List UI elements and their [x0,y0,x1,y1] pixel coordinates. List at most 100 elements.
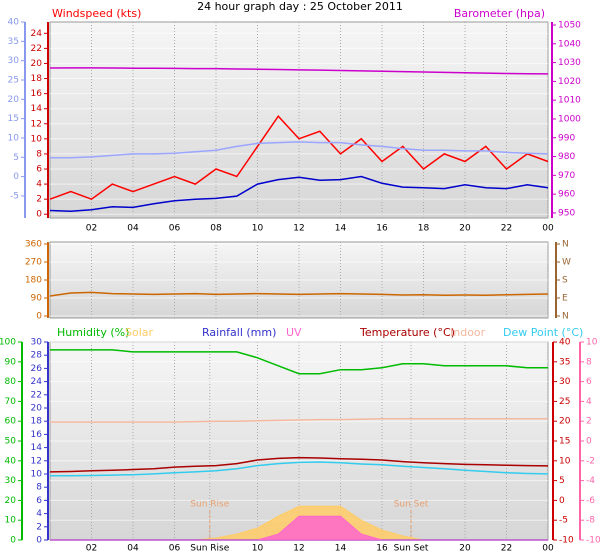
y-tick-label: 5 [559,476,565,486]
x-tick-label: 12 [293,544,304,554]
y-tick-label: 1040 [558,39,581,49]
y-tick-label: 10 [31,134,43,144]
y-tick-label: -2 [586,456,595,466]
y-tick-label: 15 [8,114,19,124]
legend-entry: Rainfall (mm) [202,326,276,339]
line [50,461,549,477]
y-tick-label: 0 [559,496,565,506]
line [50,349,548,375]
x-tick-label: 08 [210,224,222,234]
y-tick-label: 90 [31,294,43,304]
legend-entry: Indoor [450,326,486,339]
x-tick-label: 02 [86,224,97,234]
y-tick-label: N [562,240,569,250]
x-tick-label: 00 [542,544,554,554]
x-tick-label: Sun Set [394,544,429,554]
y-tick-label: 8 [36,149,42,159]
y-tick-label: 4 [36,509,42,519]
legend-entry: Humidity (%) [57,326,129,339]
x-tick-label: 02 [86,544,97,554]
x-tick-label: 22 [501,544,512,554]
y-tick-label: 30 [559,377,571,387]
y-tick-label: 2 [586,417,592,427]
legend-entry: Temperature (°C) [359,326,455,339]
y-tick-label: 2 [36,522,42,532]
y-tick-label: 1030 [558,58,581,68]
y-tick-label: 25 [559,397,570,407]
y-tick-label: 35 [559,357,570,367]
y-tick-label: 950 [558,208,575,218]
y-tick-label: 40 [559,338,571,348]
x-tick-label: 04 [127,224,139,234]
y-tick-label: 15 [559,437,570,447]
y-tick-label: 6 [36,496,42,506]
y-tick-label: 0 [36,536,42,546]
y-tick-label: 5 [13,153,19,163]
x-tick-label: 20 [459,224,471,234]
y-tick-label: 35 [8,37,19,47]
y-tick-label: 24 [31,377,43,387]
y-tick-label: 1000 [558,114,581,124]
y-tick-label: 16 [31,430,43,440]
y-tick-label: 10 [31,470,43,480]
y-tick-label: 4 [36,180,42,190]
y-tick-label: 22 [31,390,42,400]
line [49,175,549,212]
y-tick-label: 970 [558,171,575,181]
y-tick-label: -8 [586,516,595,526]
y-tick-label: 0 [13,172,19,182]
y-tick-label: 10 [8,133,20,143]
y-tick-label: -5 [559,516,568,526]
legend-entry: Barometer (hpa) [454,7,545,20]
y-tick-label: -4 [586,476,595,486]
y-tick-label: 30 [8,56,20,66]
y-tick-label: 20 [5,496,17,506]
y-tick-label: -5 [10,191,19,201]
x-tick-label: 16 [376,544,388,554]
y-tick-label: 25 [8,75,19,85]
y-tick-label: S [562,276,568,286]
line [49,114,549,201]
y-tick-label: 16 [31,89,43,99]
y-tick-label: E [562,294,568,304]
y-tick-label: 180 [25,276,42,286]
y-tick-label: 20 [31,404,43,414]
y-tick-label: 2 [36,195,42,205]
y-tick-label: 100 [0,338,16,348]
legend-entry: Windspeed (kts) [52,7,141,20]
x-tick-label: 22 [501,224,512,234]
y-tick-label: -6 [586,496,595,506]
y-tick-label: 20 [559,417,571,427]
y-tick-label: 1050 [558,21,581,31]
y-tick-label: W [562,258,571,268]
y-tick-label: 990 [558,133,575,143]
y-tick-label: 270 [25,258,42,268]
y-tick-label: 0 [36,312,42,322]
y-tick-label: 10 [5,516,17,526]
page-title: 24 hour graph day : 25 October 2011 [197,0,403,13]
y-tick-label: 0 [10,536,16,546]
annotation: Sun Rise [190,500,229,510]
x-tick-label: 16 [376,224,388,234]
x-tick-label: 06 [169,544,181,554]
line [49,291,549,297]
y-tick-label: 6 [586,377,592,387]
y-tick-label: 20 [31,59,43,69]
y-tick-label: 30 [5,476,17,486]
y-tick-label: 8 [36,483,42,493]
y-tick-label: 24 [31,29,43,39]
x-tick-label: 10 [252,224,264,234]
y-tick-label: 90 [5,357,17,367]
y-tick-label: 6 [36,165,42,175]
x-tick-label: 00 [542,224,554,234]
y-tick-label: 18 [31,417,43,427]
legend-entry: UV [286,326,302,339]
y-tick-label: -10 [559,536,574,546]
x-tick-label: 18 [418,224,430,234]
y-tick-label: 26 [31,364,43,374]
line [49,67,549,75]
y-tick-label: 1010 [558,96,581,106]
y-tick-label: 12 [31,119,42,129]
x-tick-label: 12 [293,224,304,234]
